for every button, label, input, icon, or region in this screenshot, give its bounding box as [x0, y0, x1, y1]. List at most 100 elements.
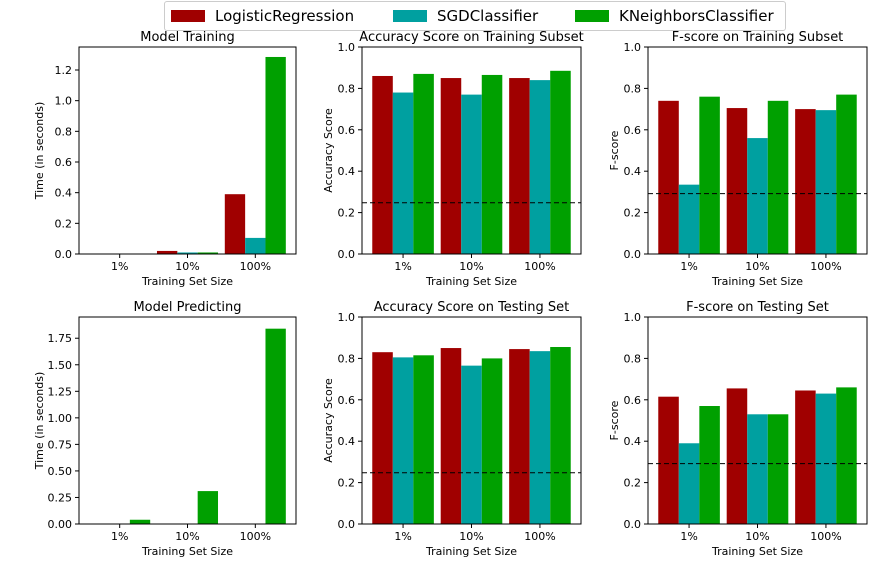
chart-title: Model Predicting	[133, 300, 241, 315]
bar-kneighbors-classifier-100pct	[550, 347, 571, 524]
bar-sgd-classifier-100pct	[815, 393, 837, 524]
y-axis-label: F-score	[608, 130, 621, 170]
x-axis-label: Training Set Size	[425, 545, 517, 558]
x-tick-label: 100%	[810, 530, 841, 543]
bar-kneighbors-classifier-10pct	[481, 74, 503, 254]
y-tick-label: 0.4	[624, 165, 642, 178]
y-tick-label: 1.2	[55, 64, 73, 77]
y-tick-label: 0.8	[624, 82, 642, 95]
bar-kneighbors-classifier-1pct	[413, 73, 434, 254]
y-tick-label: 0.2	[338, 207, 356, 220]
x-axis-label: Training Set Size	[711, 275, 803, 288]
x-tick-label: 10%	[175, 530, 199, 543]
y-tick-label: 0.00	[48, 518, 73, 531]
axes-frame	[78, 46, 297, 255]
y-axis-label: Accuracy Score	[322, 108, 335, 193]
x-tick-label: 1%	[680, 530, 697, 543]
bar-logistic-regression-10pct	[726, 108, 748, 254]
y-tick-label: 0.25	[48, 491, 73, 504]
chart-title: Model Training	[140, 30, 234, 45]
chart-title: F-score on Training Subset	[672, 30, 844, 45]
bar-sgd-classifier-1pct	[678, 184, 700, 254]
y-tick-label: 0.6	[55, 156, 73, 169]
y-tick-label: 0.0	[338, 518, 356, 531]
y-tick-label: 0.6	[338, 124, 356, 137]
y-tick-label: 0.0	[338, 248, 356, 261]
y-tick-label: 0.8	[55, 125, 73, 138]
bar-kneighbors-classifier-10pct	[197, 491, 219, 524]
bar-logistic-regression-100pct	[509, 78, 530, 254]
chart-title: Accuracy Score on Training Subset	[359, 30, 583, 45]
bar-kneighbors-classifier-1pct	[413, 355, 434, 524]
bar-sgd-classifier-100pct	[529, 351, 551, 524]
y-tick-label: 1.75	[48, 332, 73, 345]
legend-label-logistic-regression: LogisticRegression	[215, 7, 355, 25]
y-tick-label: 0.75	[48, 438, 73, 451]
y-tick-label: 0.4	[338, 435, 356, 448]
y-tick-label: 1.0	[55, 95, 73, 108]
bar-sgd-classifier-10pct	[177, 252, 198, 254]
chart-panel-2: 0.0 0.2 0.4 0.6 0.8 1.0 1% 10% 100% Accuracy Scor…	[322, 30, 584, 288]
bar-sgd-classifier-1pct	[392, 92, 414, 254]
bar-kneighbors-classifier-100pct	[836, 387, 857, 524]
chart-panel-1: 0.0 0.2 0.4 0.6 0.8 1.0 1.2 1% 10% 100% Model Trai…	[33, 30, 297, 288]
chart-title: Accuracy Score on Testing Set	[374, 300, 570, 315]
y-tick-label: 0.0	[55, 248, 73, 261]
bar-logistic-regression-10pct	[440, 348, 462, 524]
bar-sgd-classifier-10pct	[461, 94, 482, 254]
legend-swatch-logistic-regression	[171, 10, 205, 22]
y-tick-label: 1.00	[48, 412, 73, 425]
y-tick-label: 0.4	[624, 435, 642, 448]
x-axis-label: Training Set Size	[425, 275, 517, 288]
bar-sgd-classifier-1pct	[392, 357, 414, 524]
y-tick-label: 0.0	[624, 518, 642, 531]
y-axis-label: Time (in seconds)	[33, 102, 46, 201]
y-tick-label: 0.6	[624, 124, 642, 137]
bar-logistic-regression-1pct	[372, 352, 393, 524]
bar-kneighbors-classifier-1pct	[699, 406, 720, 524]
chart-panel-6: 0.0 0.2 0.4 0.6 0.8 1.0 1% 10% 100% F-score on Te…	[608, 300, 868, 558]
y-axis-label: F-score	[608, 400, 621, 440]
bar-logistic-regression-100pct	[795, 390, 816, 524]
bar-kneighbors-classifier-100pct	[265, 56, 286, 254]
chart-title: F-score on Testing Set	[686, 300, 829, 315]
x-tick-label: 100%	[524, 530, 555, 543]
legend-item-kneighbors-classifier: KNeighborsClassifier	[575, 7, 774, 25]
y-tick-label: 1.0	[338, 311, 356, 324]
bar-logistic-regression-1pct	[372, 75, 393, 254]
x-tick-label: 1%	[394, 530, 411, 543]
y-tick-label: 0.2	[624, 207, 642, 220]
y-tick-label: 0.2	[338, 477, 356, 490]
x-tick-label: 1%	[111, 530, 128, 543]
x-tick-label: 100%	[240, 260, 271, 273]
y-axis-label: Time (in seconds)	[33, 372, 46, 471]
bar-logistic-regression-1pct	[658, 100, 679, 254]
x-tick-label: 10%	[459, 530, 483, 543]
x-tick-label: 100%	[524, 260, 555, 273]
bar-sgd-classifier-10pct	[747, 138, 768, 254]
x-axis-label: Training Set Size	[141, 545, 233, 558]
bar-sgd-classifier-100pct	[815, 110, 837, 254]
y-tick-label: 0.8	[338, 82, 356, 95]
bar-sgd-classifier-10pct	[461, 365, 482, 524]
x-tick-label: 1%	[394, 260, 411, 273]
y-tick-label: 0.8	[624, 352, 642, 365]
chart-panel-3: 0.0 0.2 0.4 0.6 0.8 1.0 1% 10% 100% F-score on Tr…	[608, 30, 868, 288]
bar-logistic-regression-10pct	[440, 78, 462, 254]
y-tick-label: 1.50	[48, 359, 73, 372]
y-tick-label: 0.2	[55, 217, 73, 230]
bar-sgd-classifier-10pct	[747, 414, 768, 524]
bar-kneighbors-classifier-1pct	[699, 96, 720, 255]
legend-label-kneighbors-classifier: KNeighborsClassifier	[619, 7, 774, 25]
legend-swatch-kneighbors-classifier	[575, 10, 609, 22]
legend-swatch-sgd-classifier	[393, 10, 427, 22]
y-tick-label: 0.2	[624, 477, 642, 490]
y-tick-label: 0.50	[48, 465, 73, 478]
x-tick-label: 100%	[240, 530, 271, 543]
y-tick-label: 1.25	[48, 385, 73, 398]
y-tick-label: 0.4	[338, 165, 356, 178]
bar-logistic-regression-1pct	[658, 396, 679, 524]
bar-sgd-classifier-100pct	[245, 237, 266, 254]
bar-logistic-regression-10pct	[726, 388, 748, 524]
